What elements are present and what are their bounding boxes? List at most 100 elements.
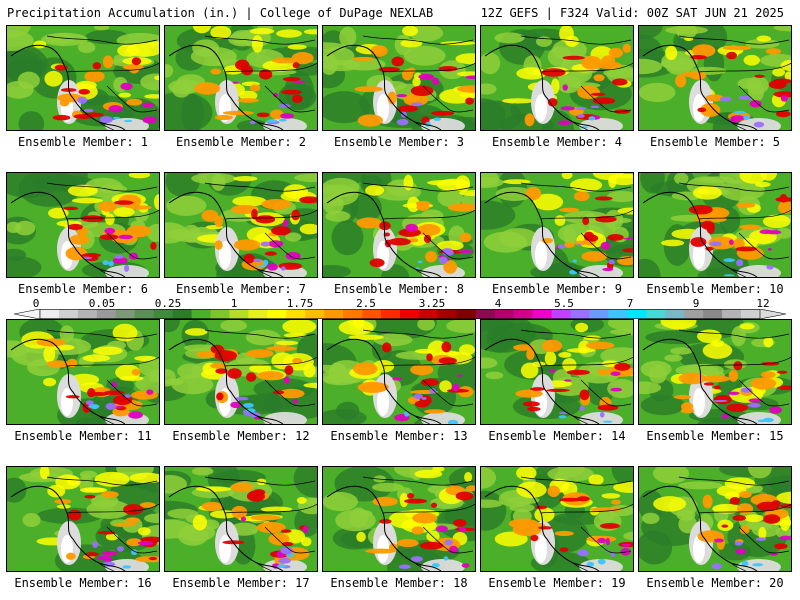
ensemble-member-label: Ensemble Member: 10	[646, 282, 784, 296]
colorbar-swatch	[646, 309, 666, 319]
ensemble-member-label: Ensemble Member: 4	[491, 135, 623, 149]
colorbar-swatch	[134, 309, 155, 319]
colorbar-swatch	[267, 309, 287, 319]
precip-map	[165, 26, 317, 130]
colorbar-swatch	[665, 309, 685, 319]
figure-title: Precipitation Accumulation (in.) | Colle…	[7, 6, 434, 20]
precip-map	[639, 26, 791, 130]
colorbar-swatch	[324, 309, 344, 319]
colorbar-swatch	[77, 309, 98, 319]
colorbar-swatch	[229, 309, 249, 319]
colorbar-swatch	[115, 309, 136, 319]
ensemble-member-label: Ensemble Member: 19	[488, 576, 626, 590]
precip-map	[481, 320, 633, 424]
ensemble-map-panel	[322, 466, 476, 572]
colorbar-tick-label: 4	[494, 297, 502, 310]
ensemble-member-label: Ensemble Member: 15	[646, 429, 784, 443]
colorbar-tick-label: 0	[32, 297, 40, 310]
colorbar-swatch	[551, 309, 572, 319]
colorbar-swatch	[513, 309, 534, 319]
colorbar-tick-label: 5.5	[554, 297, 574, 310]
ensemble-member-label: Ensemble Member: 11	[14, 429, 152, 443]
ensemble-map-panel	[638, 466, 792, 572]
ensemble-map-panel	[6, 466, 160, 572]
colorbar-swatch	[475, 309, 496, 319]
precip-map	[639, 467, 791, 571]
ensemble-member-label: Ensemble Member: 7	[175, 282, 307, 296]
ensemble-map-panel	[480, 466, 634, 572]
colorbar-swatch	[153, 309, 174, 319]
precip-map	[165, 320, 317, 424]
ensemble-map-panel	[6, 25, 160, 131]
colorbar-swatch	[286, 309, 306, 319]
ensemble-member-label: Ensemble Member: 14	[488, 429, 626, 443]
precip-map	[323, 467, 475, 571]
colorbar-swatch	[570, 309, 590, 319]
precip-map	[639, 173, 791, 277]
colorbar-swatch	[400, 309, 420, 319]
precip-map	[323, 26, 475, 130]
colorbar-swatch	[343, 309, 363, 319]
colorbar-tick-label: 7	[626, 297, 634, 310]
ensemble-map-panel	[638, 25, 792, 131]
colorbar-swatch	[362, 309, 382, 319]
ensemble-member-label: Ensemble Member: 12	[172, 429, 310, 443]
ensemble-map-panel	[322, 172, 476, 278]
precip-colorbar	[14, 309, 786, 319]
ensemble-member-label: Ensemble Member: 13	[330, 429, 468, 443]
ensemble-map-panel	[164, 319, 318, 425]
precip-map	[7, 26, 159, 130]
colorbar-swatch	[96, 309, 117, 319]
colorbar-tick-label: 1.75	[286, 297, 314, 310]
colorbar-tick-label: 3.25	[418, 297, 446, 310]
colorbar-swatch	[172, 309, 193, 319]
colorbar-swatch	[741, 309, 761, 319]
precip-map	[165, 467, 317, 571]
colorbar-swatch	[40, 309, 60, 319]
ensemble-map-panel	[638, 172, 792, 278]
ensemble-member-label: Ensemble Member: 17	[172, 576, 310, 590]
ensemble-member-label: Ensemble Member: 8	[333, 282, 465, 296]
precip-map	[323, 173, 475, 277]
colorbar-swatch	[191, 309, 212, 319]
colorbar-swatch	[494, 309, 515, 319]
ensemble-map-panel	[480, 172, 634, 278]
ensemble-map-panel	[164, 172, 318, 278]
colorbar-swatch	[418, 309, 439, 319]
colorbar-swatch	[58, 309, 79, 319]
ensemble-member-label: Ensemble Member: 9	[491, 282, 623, 296]
precip-map	[165, 173, 317, 277]
ensemble-map-panel	[6, 172, 160, 278]
ensemble-member-label: Ensemble Member: 2	[175, 135, 307, 149]
colorbar-swatch	[589, 309, 609, 319]
precip-map	[639, 320, 791, 424]
colorbar-tick-label: 0.05	[88, 297, 116, 310]
precip-map	[323, 320, 475, 424]
colorbar-swatch	[684, 309, 704, 319]
colorbar-tick-label: 12	[756, 297, 770, 310]
ensemble-map-panel	[480, 319, 634, 425]
colorbar-swatch	[627, 309, 647, 319]
colorbar-swatch	[305, 309, 325, 319]
model-run-valid-time: 12Z GEFS | F324 Valid: 00Z SAT JUN 21 20…	[480, 6, 784, 20]
colorbar-tick-labels: 0 0.05 0.25 1 1.75 2.5 3.25 4 5.5 7 9 12	[0, 298, 800, 310]
colorbar-swatch	[437, 309, 458, 319]
colorbar-swatch	[248, 309, 268, 319]
colorbar-swatch	[456, 309, 477, 319]
ensemble-member-label: Ensemble Member: 18	[330, 576, 468, 590]
precip-map	[7, 173, 159, 277]
colorbar-swatch	[381, 309, 401, 319]
ensemble-map-panel	[164, 466, 318, 572]
ensemble-member-label: Ensemble Member: 3	[333, 135, 465, 149]
colorbar-swatch	[722, 309, 742, 319]
ensemble-map-panel	[322, 319, 476, 425]
ensemble-member-label: Ensemble Member: 1	[17, 135, 149, 149]
ensemble-member-label: Ensemble Member: 20	[646, 576, 784, 590]
ensemble-member-label: Ensemble Member: 16	[14, 576, 152, 590]
colorbar-tick-label: 9	[692, 297, 700, 310]
precip-map	[7, 467, 159, 571]
ensemble-map-panel	[6, 319, 160, 425]
ensemble-map-panel	[480, 25, 634, 131]
precip-map	[481, 467, 633, 571]
precip-map	[481, 173, 633, 277]
